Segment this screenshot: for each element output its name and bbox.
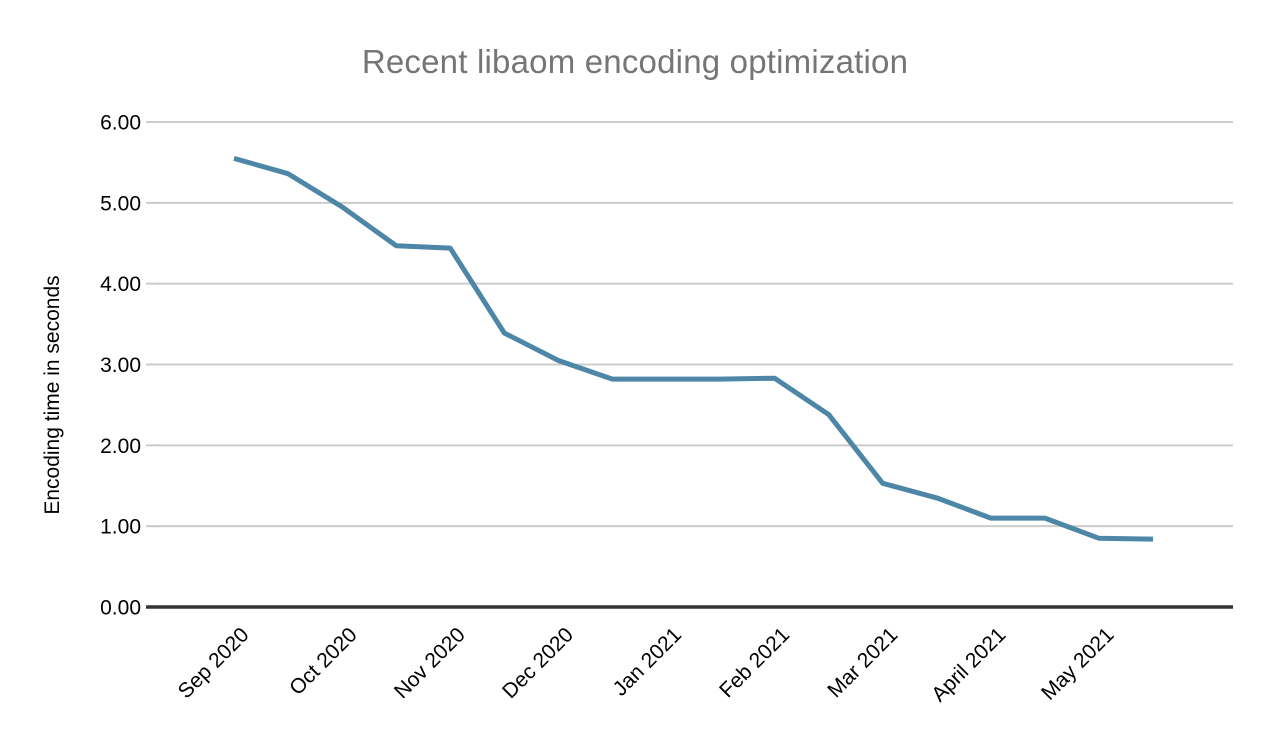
y-tick-label: 2.00 xyxy=(100,435,141,458)
x-tick-label: Mar 2021 xyxy=(823,623,902,702)
x-tick-label: Jan 2021 xyxy=(609,623,686,700)
x-tick-label: Dec 2020 xyxy=(498,623,578,703)
chart-title: Recent libaom encoding optimization xyxy=(361,43,909,80)
y-tick-label: 6.00 xyxy=(100,112,141,135)
x-tick-label: April 2021 xyxy=(927,623,1010,706)
x-tick-label: Sep 2020 xyxy=(174,623,254,703)
y-tick-label: 1.00 xyxy=(100,516,141,539)
x-tick-label: Nov 2020 xyxy=(390,623,470,703)
y-tick-label: 0.00 xyxy=(100,597,141,620)
y-tick-label: 4.00 xyxy=(100,273,141,296)
x-tick-label: Oct 2020 xyxy=(285,623,362,700)
series-line xyxy=(233,155,1154,542)
x-tick-label: May 2021 xyxy=(1037,623,1118,704)
x-tick-label: Feb 2021 xyxy=(715,623,794,702)
y-tick-label: 5.00 xyxy=(100,192,141,215)
y-tick-label: 3.00 xyxy=(100,354,141,377)
